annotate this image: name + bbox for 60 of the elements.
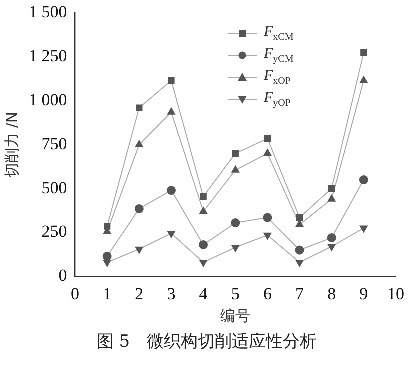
point	[103, 260, 112, 268]
x-tick-label: 7	[296, 284, 305, 304]
legend-label: F$_{yOP}$	[264, 90, 291, 108]
point	[199, 240, 208, 250]
point	[328, 185, 336, 192]
x-tick-label: 8	[328, 284, 336, 304]
point	[328, 194, 336, 202]
point	[136, 104, 143, 112]
x-tick-label: 4	[199, 284, 208, 304]
y-tick-label: 250	[42, 222, 68, 242]
x-tick-label: 3	[167, 284, 176, 304]
point	[135, 140, 144, 148]
x-tick-label: 6	[263, 284, 272, 304]
legend-label: F$_{xOP}$	[264, 68, 291, 86]
point	[166, 186, 176, 196]
point	[328, 244, 336, 252]
point	[232, 245, 240, 252]
point	[296, 214, 304, 222]
point	[264, 149, 272, 156]
x-tick-label: 1	[103, 284, 112, 304]
point	[232, 150, 239, 158]
point	[296, 260, 304, 268]
point	[263, 213, 272, 222]
x-tick-label: 5	[231, 284, 240, 304]
y-tick-label: 1 250	[29, 46, 68, 66]
point	[359, 176, 368, 185]
y-axis-title: 切削力 /N	[2, 112, 21, 178]
point	[360, 76, 368, 84]
x-tick-label: 10	[388, 284, 404, 304]
legend-label: F$_{yCM}$	[264, 46, 294, 64]
point	[168, 231, 176, 238]
y-tick-label: 1 000	[29, 90, 68, 110]
legend-label: F$_{xCM}$	[264, 24, 294, 42]
y-tick-label: 1 500	[29, 2, 68, 22]
x-tick-label: 0	[71, 284, 80, 304]
y-tick-label: 750	[42, 134, 68, 154]
point	[200, 193, 207, 200]
point	[360, 226, 368, 233]
point	[104, 223, 111, 230]
point	[327, 233, 336, 242]
point	[168, 77, 175, 84]
y-tick-label: 500	[42, 178, 68, 198]
text: 图 5 微织构切削适应性分析	[96, 331, 318, 353]
point	[168, 108, 176, 115]
x-tick-label: 9	[360, 284, 368, 304]
point	[134, 204, 144, 214]
point	[295, 246, 304, 255]
point	[102, 252, 112, 261]
x-tick-label: 2	[135, 284, 144, 304]
point	[231, 218, 240, 228]
point	[232, 166, 240, 173]
point	[200, 207, 208, 214]
point	[135, 246, 144, 254]
x-axis-title: 编号	[220, 306, 251, 325]
point	[264, 135, 272, 142]
point	[264, 232, 272, 240]
y-tick-label: 0	[58, 266, 68, 286]
point	[296, 220, 304, 228]
point	[200, 260, 208, 268]
point	[360, 49, 368, 56]
